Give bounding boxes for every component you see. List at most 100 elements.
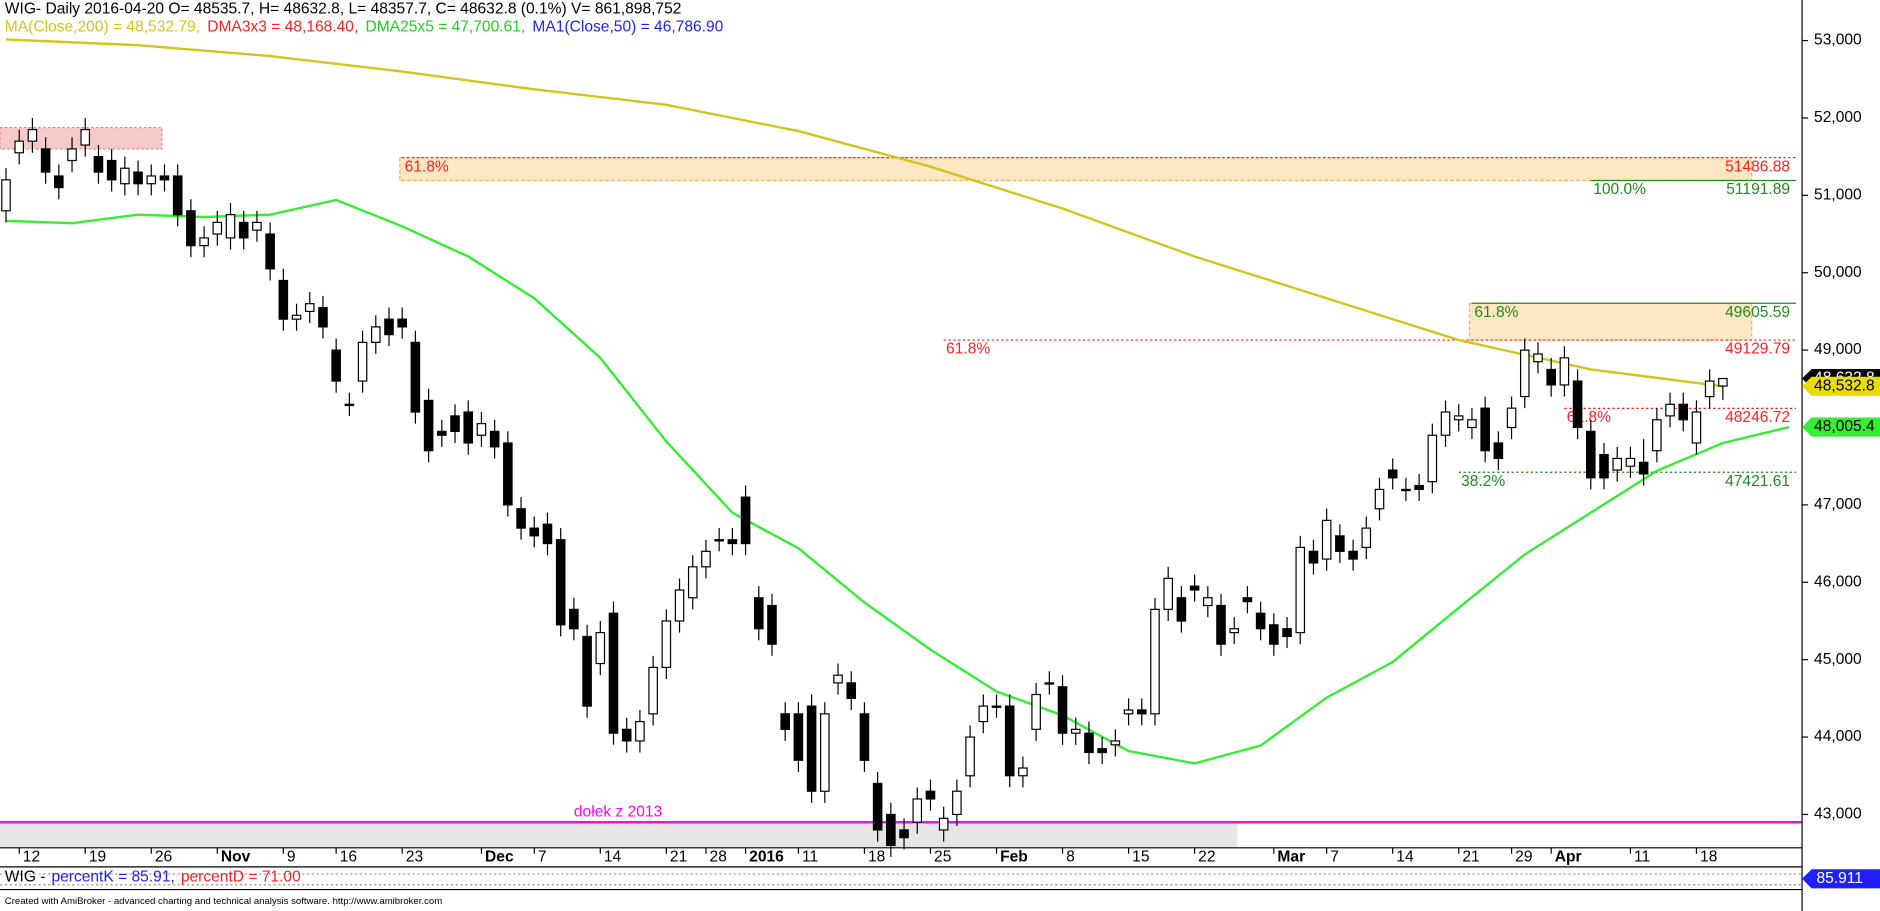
candle-body xyxy=(1018,767,1028,777)
candle-body xyxy=(1427,434,1438,483)
moving-average xyxy=(5,38,1724,388)
candle-body xyxy=(357,341,368,382)
candle xyxy=(714,528,724,552)
candle xyxy=(542,512,553,556)
candle xyxy=(1097,737,1107,765)
support-zone xyxy=(0,822,1238,848)
candle-body xyxy=(780,713,790,730)
candle xyxy=(1057,675,1068,745)
y-tick-label: 44,000 xyxy=(1814,728,1862,745)
candle xyxy=(238,210,249,250)
candle xyxy=(767,593,777,656)
candle xyxy=(833,663,843,695)
candle xyxy=(991,694,1002,718)
stoch-label: percentK = 85.91, xyxy=(51,869,174,886)
candle-body xyxy=(872,782,883,831)
candle-body xyxy=(1519,349,1530,398)
fib-label: 61.8% xyxy=(405,158,449,175)
candle xyxy=(516,497,526,540)
candle xyxy=(1599,442,1609,490)
candle xyxy=(978,694,989,734)
candle xyxy=(1519,338,1530,409)
candle xyxy=(569,597,579,641)
candle-body xyxy=(423,399,434,452)
candle-body xyxy=(608,612,619,734)
y-tick-label: 47,000 xyxy=(1814,496,1862,513)
candle xyxy=(635,709,645,753)
candle xyxy=(384,307,394,347)
candle-body xyxy=(54,175,64,189)
x-tick-label: 29 xyxy=(1515,848,1532,865)
candle xyxy=(1453,404,1464,432)
candle-body xyxy=(476,423,487,436)
candle-body xyxy=(186,210,196,247)
fib-value: 49605.59 xyxy=(1725,304,1790,321)
footer: Created with AmiBroker - advanced charti… xyxy=(5,896,442,907)
candle xyxy=(1150,597,1160,726)
candle xyxy=(1361,516,1372,560)
candle xyxy=(1718,377,1728,400)
stoch-tag-label: 85.911 xyxy=(1816,870,1862,887)
candle xyxy=(304,292,315,324)
candle xyxy=(212,210,223,246)
candle-body xyxy=(1203,597,1213,607)
candle-body xyxy=(1242,597,1253,603)
candle-body xyxy=(1572,380,1583,429)
candle-body xyxy=(384,318,394,336)
candle-body xyxy=(1704,380,1715,398)
candle xyxy=(1401,477,1411,502)
candle xyxy=(331,338,341,393)
candle-body xyxy=(1123,709,1134,715)
candle-body xyxy=(1480,407,1490,452)
candle-body xyxy=(569,608,579,630)
candle-body xyxy=(820,713,830,792)
candle-body xyxy=(938,817,949,831)
indicator-legend: MA(Close,200) = 48,532.79, xyxy=(5,19,200,36)
candle xyxy=(1625,446,1636,478)
candle xyxy=(14,129,24,165)
candle-body xyxy=(1348,550,1358,560)
price-tag-label: 48,532.8 xyxy=(1814,377,1875,394)
x-tick-label: Mar xyxy=(1277,848,1305,865)
candle xyxy=(1506,396,1517,440)
candle-body xyxy=(886,813,896,846)
price-tag xyxy=(1802,376,1880,396)
candle-body xyxy=(595,631,606,665)
x-tick-label: 28 xyxy=(710,848,727,865)
x-tick-label: 12 xyxy=(23,848,40,865)
candle xyxy=(1269,613,1279,656)
candle-body xyxy=(1216,604,1226,645)
candle-body xyxy=(714,539,724,542)
x-tick-label: 26 xyxy=(155,848,172,865)
candle-body xyxy=(40,148,51,173)
candle-body xyxy=(846,682,857,699)
candle xyxy=(912,787,923,834)
moving-average xyxy=(5,198,1790,765)
candle-body xyxy=(1401,488,1411,492)
candle-body xyxy=(740,496,751,545)
candle-body xyxy=(331,349,341,382)
fib-value: 51486.88 xyxy=(1725,158,1790,175)
candle xyxy=(397,307,407,339)
candle-body xyxy=(106,159,117,181)
x-tick-label: 25 xyxy=(934,848,951,865)
fib-value: 48246.72 xyxy=(1725,409,1790,426)
candle-body xyxy=(225,214,236,239)
candle-body xyxy=(1031,693,1041,730)
candle-body xyxy=(265,233,275,270)
candle-body xyxy=(991,705,1002,708)
x-tick-label: 14 xyxy=(604,848,622,865)
candle xyxy=(529,516,540,548)
candle-body xyxy=(1440,411,1451,436)
candle xyxy=(1189,574,1200,602)
candle-body xyxy=(463,411,474,444)
candle-body xyxy=(120,167,130,185)
candle-body xyxy=(1467,419,1477,429)
candle xyxy=(370,315,381,354)
candle-body xyxy=(1718,377,1728,387)
candle xyxy=(621,717,632,753)
candle xyxy=(1335,524,1345,563)
y-tick-label: 49,000 xyxy=(1814,341,1862,358)
candle xyxy=(133,160,143,196)
